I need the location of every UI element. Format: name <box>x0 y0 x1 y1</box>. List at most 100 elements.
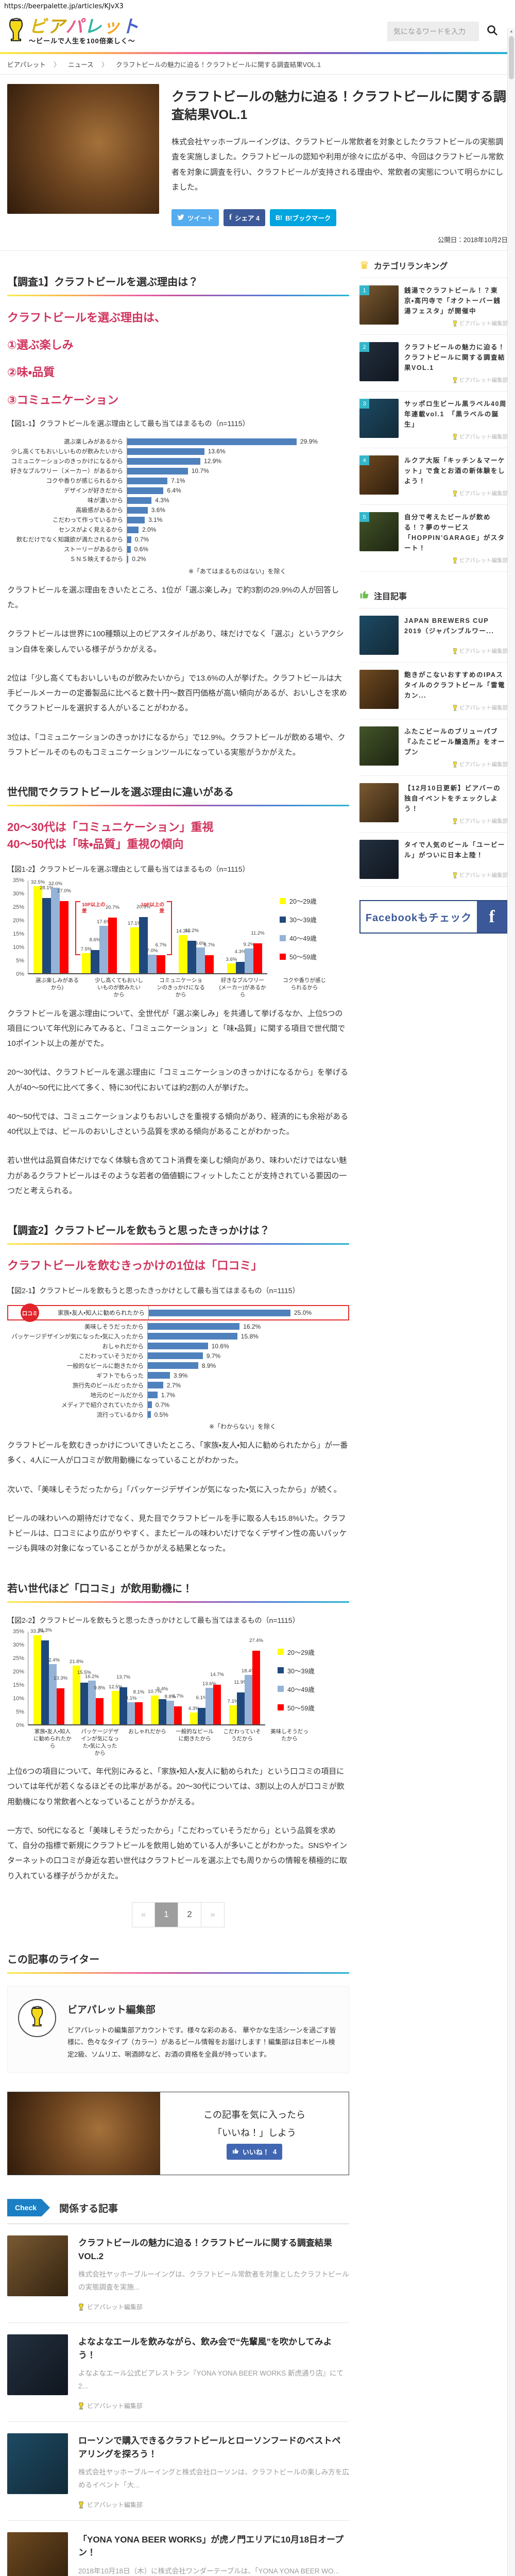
chart-bar-label: 高級感があるから <box>76 507 123 514</box>
chart-bar-label: おしゃれだから <box>102 1343 144 1350</box>
writer-avatar <box>18 1998 56 2037</box>
chart-bar <box>148 1401 152 1409</box>
chart-bar-label: 家族・友人・知人に勧められたから <box>58 1310 145 1317</box>
pagination-page-1[interactable]: 1 <box>155 1902 178 1927</box>
scrollbar[interactable]: ▲ <box>507 28 515 2576</box>
chart-legend: 20～29歳 30～39歳 40～49歳 50～59歳 <box>278 1632 315 1725</box>
chart-bar <box>127 546 131 553</box>
ranking-item[interactable]: 3 サッポロ生ビール黒ラベル40周年連載vol.1 「黒ラベルの誕生」 ビアパレット… <box>359 392 508 448</box>
chart-y-axis: 0% 5% 10% 15% 20% 25% 30% 35% <box>7 877 28 977</box>
pagination-page-2[interactable]: 2 <box>178 1902 201 1927</box>
facebook-banner[interactable]: Facebookもチェック f <box>359 900 508 934</box>
ranking-item[interactable]: 1 銭湯でクラフトビール！？東京・高円寺で「オクトーバー銭湯フェスタ」が開催中 ビア… <box>359 278 508 335</box>
scrollbar-up-arrow[interactable]: ▲ <box>509 29 513 33</box>
chart-bar: 12.5% <box>109 1684 123 1724</box>
ranking-item[interactable]: 4 ルクア大阪「キッチン＆マーケット」で食とお酒の新体験をしよう！ ビアパレット編集… <box>359 448 508 505</box>
beer-glass-icon <box>29 2006 45 2030</box>
beer-glass-icon <box>79 2501 83 2509</box>
chart-bar-value: 8.6% <box>89 937 101 943</box>
category-label: 家族・友人・知人に勧められたから <box>33 1728 72 1749</box>
facebook-banner-label: Facebookもチェック <box>365 912 472 924</box>
chart-bar-value: 28.1% <box>40 885 54 891</box>
related-article-item[interactable]: よなよなエールを飲みながら、飲み会で“先輩風”を吹かしてみよう！ よなよなエール公… <box>7 2323 349 2422</box>
chart-plot-area: 33.2% 31.3% 22.4% 13.3% 21.8% 15.5% 16.2% 9.8% 1… <box>28 1628 265 1725</box>
featured-item[interactable]: 【12月10日更新】ビアバーの独自イベントをチェックしよう！ ビアパレット編集部 <box>359 776 508 833</box>
article-paragraph: クラフトビールを飲むきっかけについてきいたところ、「家族・友人・知人に勧められた… <box>7 1441 348 1465</box>
chart-bar-row: 高級感があるから 3.6% <box>7 505 349 515</box>
pagination-prev[interactable]: « <box>132 1902 155 1927</box>
featured-item[interactable]: タイで人気のビール「ユービール」がついに日本上陸！ ビアパレット編集部 <box>359 833 508 887</box>
beer-glass-icon <box>79 2303 83 2311</box>
related-article-item[interactable]: ローソンで購入できるクラフトビールとローソンフードのベストペアリングを探ろう！ 株… <box>7 2422 349 2521</box>
beer-glass-icon <box>453 557 457 564</box>
category-label: コミュニケーションのきっかけになるから <box>157 977 205 998</box>
chart-bar: 22.4% <box>46 1657 60 1724</box>
chart-bar-label: 好きなブルワリー（メーカー）があるから <box>10 468 124 475</box>
related-article-item[interactable]: クラフトビールの魅力に迫る！クラフトビールに関する調査結果VOL.2 株式会社ヤッ… <box>7 2224 349 2324</box>
survey2-paragraphs: クラフトビールを飲むきっかけについてきいたところ、「家族・友人・知人に勧められた… <box>7 1438 349 1556</box>
related-article-title: クラフトビールの魅力に迫る！クラフトビールに関する調査結果VOL.2 <box>78 2238 332 2261</box>
survey1-lead: クラフトビールを選ぶ理由は、 ①選ぶ楽しみ ②味・品質 ③コミュニケーション <box>7 309 349 409</box>
search-button[interactable] <box>485 23 500 39</box>
chart-bar-value: 13.3% <box>54 1675 67 1682</box>
article-header: クラフトビールの魅力に迫る！クラフトビールに関する調査結果VOL.1 株式会社ヤ… <box>0 75 515 226</box>
breadcrumb-news[interactable]: ニュース <box>68 61 94 69</box>
chart-bar-row: 美味しそうだったから 16.2% <box>7 1321 349 1332</box>
chart-bar: 6.7% <box>204 942 215 973</box>
chart-bar-value: 2.7% <box>166 1381 181 1389</box>
chart-bar-value: 16.2% <box>243 1323 261 1330</box>
y-tick-label: 30% <box>12 891 24 897</box>
chart-bar-row: 好きなブルワリー（メーカー）があるから 10.7% <box>7 466 349 476</box>
chart-bar: 21.8% <box>70 1659 83 1724</box>
chart-bar-label: 一般的なビールに飽きたから <box>66 1363 144 1369</box>
y-tick-label: 25% <box>12 904 24 910</box>
chart-bar <box>127 487 164 494</box>
beer-glass-icon <box>453 705 457 711</box>
author-name: ビアパレット編集部 <box>87 2303 143 2311</box>
chart-bar-row: メディアで紹介されていたから 0.7% <box>7 1400 349 1410</box>
legend-label: 40～49歳 <box>289 935 317 942</box>
site-logo[interactable]: ビアパレット ～ビールで人生を100倍楽しく～ <box>7 18 140 45</box>
like-box: この記事を気に入ったら 「いいね！」しよう いいね！ 4 <box>7 2092 349 2176</box>
chart-bar-value: 25.0% <box>294 1309 312 1317</box>
hatena-bookmark-button[interactable]: B! B!ブックマーク <box>269 209 337 226</box>
chart-bar-label: 少し高くてもおいしいものが飲みたいから <box>11 449 123 455</box>
y-tick-label: 30% <box>12 1641 24 1648</box>
chart-bar <box>148 1352 203 1360</box>
featured-item[interactable]: 飽きがこないおすすめのIPAスタイルのクラフトビール「雷電カン... ビアパレット… <box>359 663 508 719</box>
featured-item[interactable]: ふたこビールのブリューパブ『ふたこビール醸造所』をオープン ビアパレット編集部 <box>359 719 508 776</box>
featured-list: JAPAN BREWERS CUP 2019（ジャパンブルワー... ビアパレット… <box>359 608 508 887</box>
chart-bar-value: 0.5% <box>154 1411 168 1418</box>
featured-heading: 注目記事 <box>359 587 508 608</box>
search-input[interactable] <box>387 21 479 41</box>
y-tick-label: 10% <box>12 1695 24 1702</box>
scrollbar-thumb[interactable] <box>509 36 514 79</box>
chart-bar-row: ギフトでもらった 3.9% <box>7 1370 349 1381</box>
ranking-item[interactable]: 2 クラフトビールの魅力に迫る！クラフトビールに関する調査結果VOL.1 ビアパレッ… <box>359 335 508 392</box>
related-article-item[interactable]: 「YONA YONA BEER WORKS」が虎ノ門エリアに10月18日オープン… <box>7 2521 349 2576</box>
breadcrumb-home[interactable]: ビアパレット <box>7 61 46 69</box>
chart-bar-value: 9.8% <box>94 1685 106 1691</box>
author-name: ビアパレット編集部 <box>459 490 508 497</box>
chart-bar <box>148 1343 208 1350</box>
chart-figure-1-1: 選ぶ楽しみがあるから 29.9% 少し高くてもおいしいものが飲みたいから 13.6% コ… <box>7 435 349 578</box>
chart-bar-value: 29.9% <box>300 438 318 446</box>
tweet-button[interactable]: ツイート <box>171 209 219 226</box>
hatena-icon: B! <box>275 214 283 222</box>
article-paragraph: ②味・品質 <box>7 366 55 379</box>
chart-bar-value: 11.9% <box>234 1679 248 1685</box>
featured-item[interactable]: JAPAN BREWERS CUP 2019（ジャパンブルワー... ビアパレット… <box>359 608 508 663</box>
sidebar-item-thumbnail <box>359 726 399 766</box>
legend-label: 50～59歳 <box>289 954 317 961</box>
related-article-excerpt: 株式会社ヤッホーブルーイングと株式会社ローソンは、クラフトビールの楽しみ方を広め… <box>78 2468 349 2489</box>
category-label: 美味しそうだったから <box>270 1728 308 1742</box>
category-label: 一般的なビールに飽きたから <box>176 1728 214 1742</box>
chart-bar <box>127 448 204 455</box>
chart-bar-group: 3.6% 4.3% 9.2% 11.2% <box>226 930 265 973</box>
chart-bar-label: コクや香りが感じられるから <box>46 478 124 485</box>
facebook-share-button[interactable]: f シェア 4 <box>224 209 265 226</box>
ranking-item[interactable]: 5 自分で考えたビールが飲める！？夢のサービス「HOPPIN’GARAGE」がスタ… <box>359 505 508 572</box>
article-paragraph: 一方で、50代になると「美味しそうだったから」「こだわっていそうだから」という品… <box>7 1826 348 1880</box>
facebook-like-button[interactable]: いいね！ 4 <box>226 2143 283 2160</box>
pagination-next[interactable]: » <box>201 1902 225 1927</box>
